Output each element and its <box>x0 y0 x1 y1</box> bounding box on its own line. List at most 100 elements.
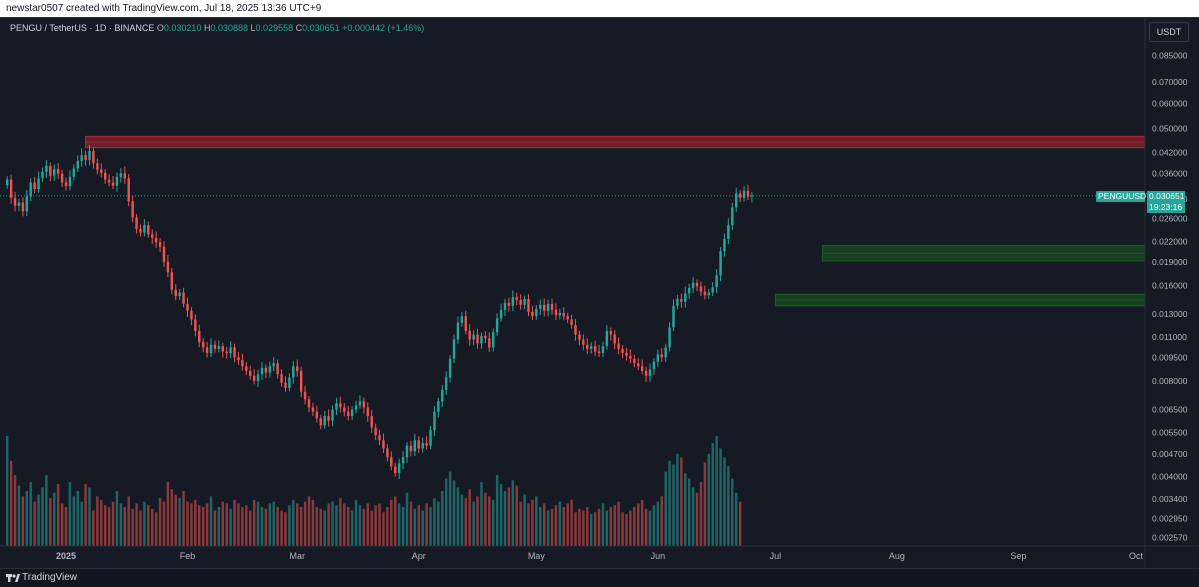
candle-body <box>390 457 393 467</box>
volume-bar <box>272 501 275 546</box>
volume-bar <box>609 506 613 546</box>
candle-body <box>135 217 138 229</box>
volume-bar <box>499 483 503 546</box>
volume-bar <box>370 510 373 546</box>
candle-body <box>507 302 511 306</box>
volume-bar <box>201 506 205 546</box>
volume-bar <box>115 491 119 546</box>
candle-body <box>13 197 17 206</box>
volume-bar <box>515 485 518 546</box>
candle-body <box>233 347 236 358</box>
volume-bar <box>691 487 695 546</box>
volume-bar <box>331 501 334 546</box>
candle-body <box>343 407 346 412</box>
volume-bar <box>382 512 385 546</box>
candle-body <box>127 178 130 202</box>
price-label-countdown: 19:23:16 <box>1147 201 1185 213</box>
volume-bar <box>460 494 464 546</box>
y-tick-label: 0.008000 <box>1152 376 1188 386</box>
candle-body <box>100 169 103 173</box>
candlestick-chart[interactable]: 0.085000 0.070000 0.060000 0.050000 0.042000… <box>0 18 1199 569</box>
currency-selector[interactable]: USDT <box>1149 22 1189 42</box>
volume-bar <box>558 501 562 546</box>
volume-bar <box>80 501 83 546</box>
volume-bar <box>354 499 358 546</box>
volume-bar <box>444 478 448 546</box>
volume-bar <box>186 501 189 546</box>
candle-body <box>119 173 123 177</box>
volume-bar <box>723 457 726 546</box>
volume-bar <box>707 453 710 546</box>
volume-bar <box>256 501 260 546</box>
candle-body <box>162 246 166 262</box>
y-tick-label: 0.070000 <box>1152 77 1188 87</box>
volume-bar <box>194 499 197 546</box>
volume-bar <box>311 499 315 546</box>
volume-bar <box>684 473 687 546</box>
volume-bar <box>566 503 569 546</box>
volume-bar <box>574 512 577 546</box>
volume-bar <box>715 436 718 546</box>
candle-body <box>531 311 534 317</box>
volume-bar <box>433 498 436 546</box>
candle-body <box>198 330 201 343</box>
candle-body <box>535 308 538 317</box>
candle-body <box>268 366 272 373</box>
candle-body <box>45 165 48 172</box>
candle-body <box>366 407 370 417</box>
y-tick-label: 0.011000 <box>1152 332 1187 342</box>
y-tick-label: 0.036000 <box>1152 169 1188 179</box>
candle-body <box>605 330 609 347</box>
candle-body <box>60 173 64 183</box>
candle-body <box>468 330 471 340</box>
candle-body <box>629 355 632 359</box>
candle-body <box>484 335 487 339</box>
candle-body <box>519 299 522 305</box>
volume-bar <box>5 436 9 546</box>
candle-body <box>394 466 397 474</box>
candle-body <box>307 399 311 408</box>
candle-body <box>589 346 593 349</box>
candle-body <box>378 435 381 441</box>
candle-body <box>131 201 134 218</box>
volume-bar <box>492 499 495 546</box>
volume-bar <box>550 508 554 546</box>
volume-bar <box>601 503 605 546</box>
candle-body <box>80 155 83 161</box>
volume-bar <box>323 510 326 546</box>
volume-bar <box>100 499 103 546</box>
chart-area[interactable]: 0.085000 0.070000 0.060000 0.050000 0.042000… <box>0 17 1199 569</box>
candle-body <box>444 377 448 390</box>
volume-bar <box>296 503 299 546</box>
y-tick-label: 0.003400 <box>1152 494 1188 504</box>
candle-body <box>570 319 573 326</box>
volume-bar <box>343 503 346 546</box>
volume-bar <box>660 496 663 546</box>
candle-body <box>429 430 432 446</box>
volume-bar <box>542 503 546 546</box>
candle-body <box>735 193 738 208</box>
volume-bar <box>672 464 675 546</box>
candle-body <box>143 225 146 233</box>
volume-bar <box>127 496 130 546</box>
volume-bar <box>390 499 393 546</box>
volume-bar <box>535 496 538 546</box>
volume-bar <box>292 499 295 546</box>
volume-bar <box>472 501 475 546</box>
candle-body <box>668 327 671 348</box>
candle-body <box>731 207 734 226</box>
volume-bar <box>617 501 620 546</box>
candle-body <box>687 288 691 294</box>
volume-bar <box>53 492 56 546</box>
candle-body <box>178 292 181 297</box>
volume-bar <box>448 471 452 546</box>
volume-bar <box>131 508 134 546</box>
volume-bar <box>495 475 499 546</box>
volume-bar <box>135 503 138 546</box>
volume-bar <box>107 506 111 546</box>
candle-body <box>421 442 424 449</box>
y-tick-label: 0.013000 <box>1152 309 1188 319</box>
candle-body <box>237 357 240 361</box>
volume-bar <box>123 506 127 546</box>
volume-bar <box>362 508 366 546</box>
